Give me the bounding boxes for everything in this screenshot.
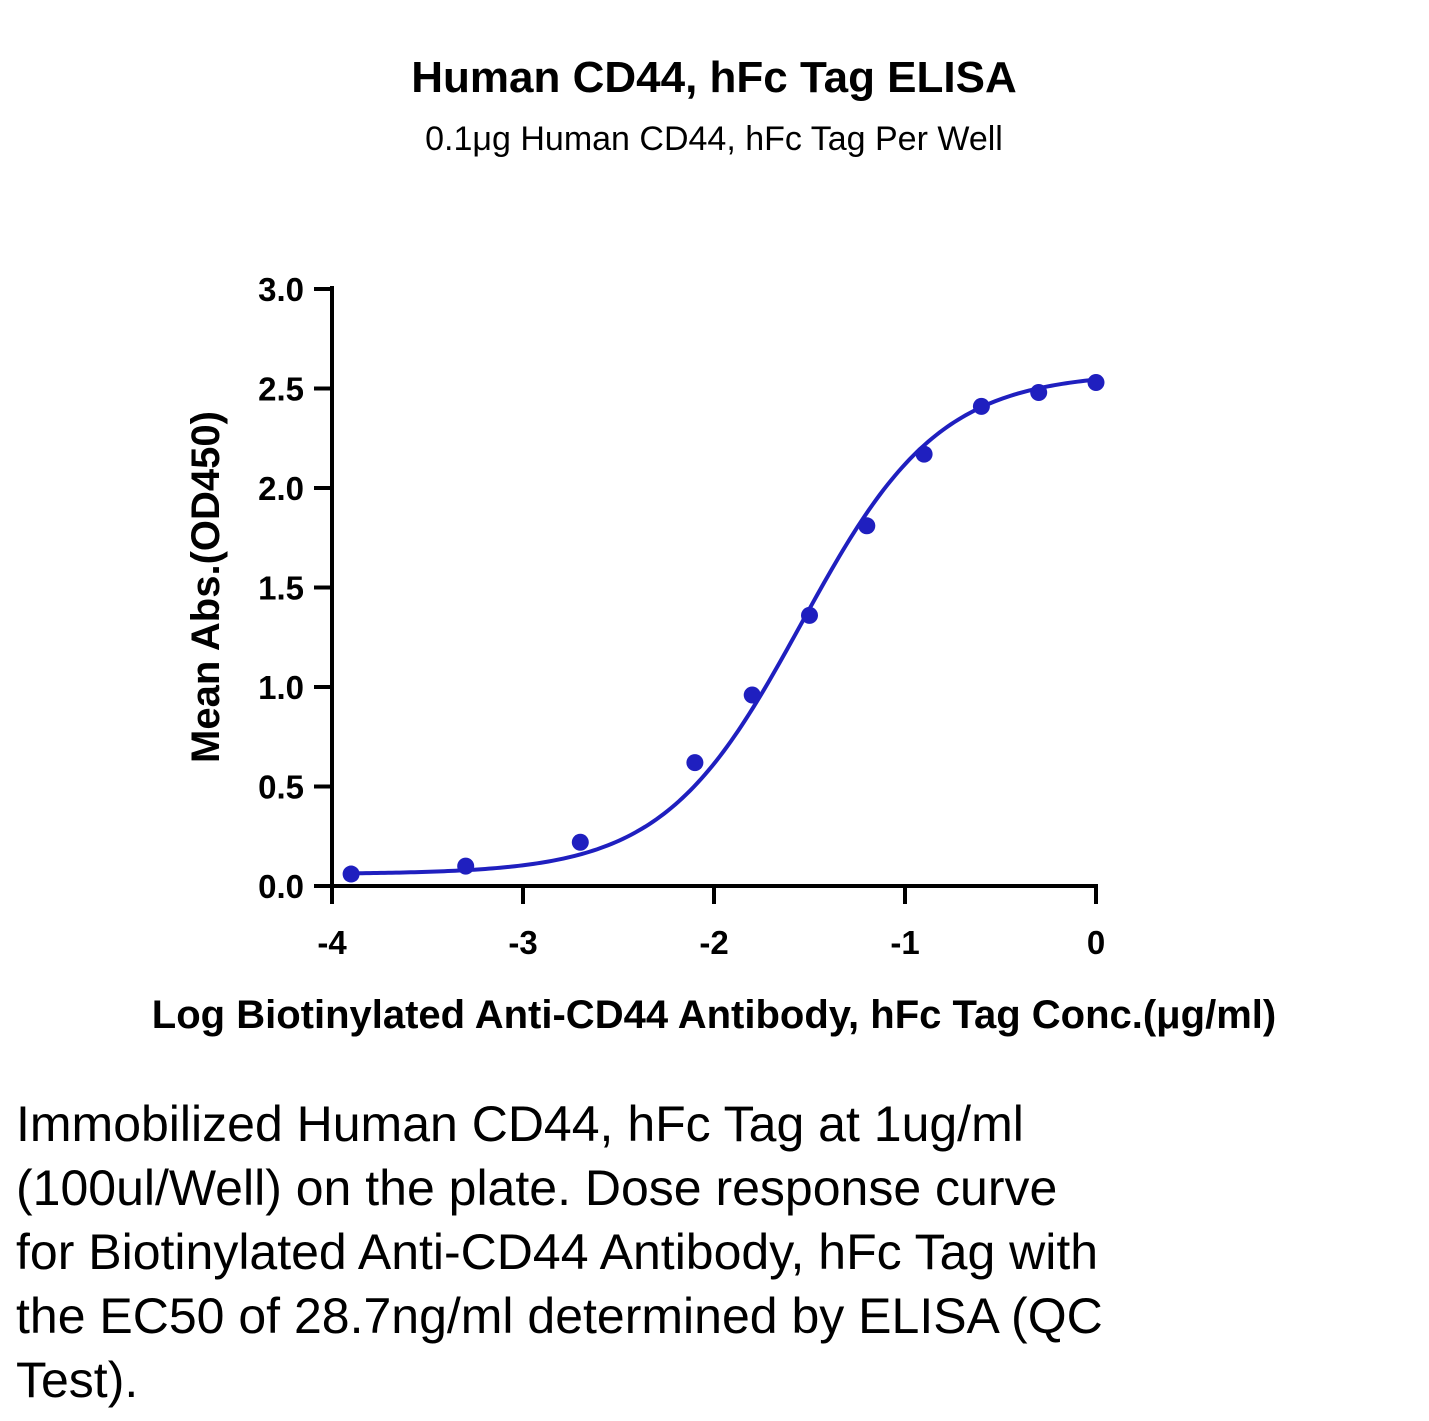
data-point (743, 686, 761, 704)
x-tick-label: 0 (1087, 924, 1105, 961)
data-point (972, 397, 990, 415)
x-ticks: -4 -3 -2 -1 0 (317, 886, 1105, 961)
chart-title: Human CD44, hFc Tag ELISA (411, 53, 1017, 102)
data-point (801, 606, 818, 624)
x-axis-label: Log Biotinylated Anti-CD44 Antibody, hFc… (152, 993, 1276, 1037)
y-tick-label: 2.5 (258, 371, 304, 408)
data-point (1087, 374, 1105, 392)
x-tick-label: -1 (890, 924, 919, 961)
data-point (1030, 383, 1048, 401)
data-point (915, 445, 933, 463)
y-axis-label: Mean Abs.(OD450) (184, 411, 228, 763)
y-tick-label: 1.0 (258, 669, 304, 706)
data-point (342, 865, 360, 883)
figure-caption: Immobilized Human CD44, hFc Tag at 1ug/m… (16, 1096, 1103, 1408)
fit-curve (351, 377, 1097, 876)
data-point (457, 857, 475, 875)
y-tick-label: 1.5 (258, 570, 304, 607)
data-point (858, 517, 876, 535)
y-ticks: 0.0 0.5 1.0 1.5 2.0 2.5 3.0 (258, 271, 332, 905)
x-tick-label: -3 (508, 924, 537, 961)
y-tick-label: 0.5 (258, 769, 304, 806)
elisa-chart: Human CD44, hFc Tag ELISA 0.1μg Human CD… (152, 53, 1276, 1037)
y-tick-label: 0.0 (258, 868, 304, 905)
y-tick-label: 2.0 (258, 470, 304, 507)
y-tick-label: 3.0 (258, 271, 304, 308)
data-point (571, 833, 589, 851)
x-tick-label: -4 (317, 924, 347, 961)
data-point (686, 754, 704, 772)
x-tick-label: -2 (699, 924, 728, 961)
chart-subtitle: 0.1μg Human CD44, hFc Tag Per Well (425, 120, 1003, 158)
data-points (342, 374, 1105, 883)
axes (330, 286, 1098, 888)
